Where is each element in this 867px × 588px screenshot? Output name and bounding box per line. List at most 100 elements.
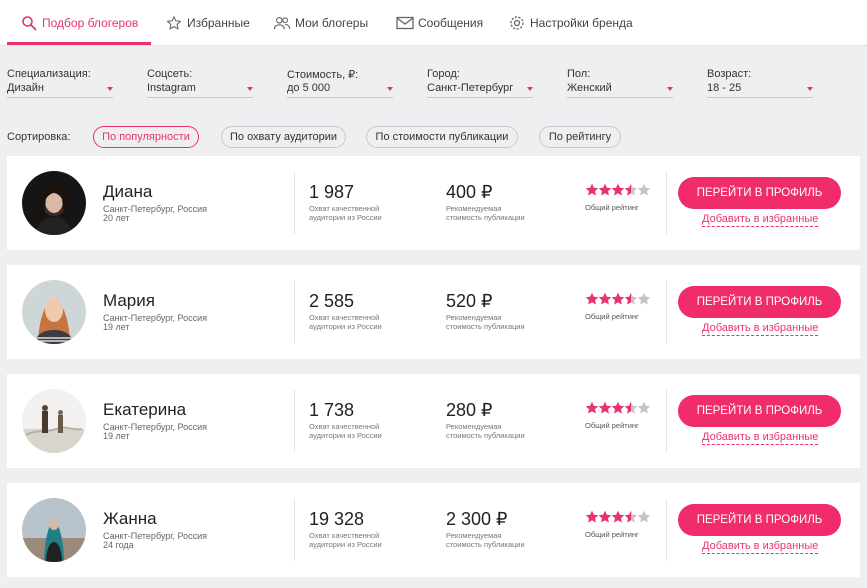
select-value: Санкт-Петербург — [427, 82, 514, 94]
go-to-profile-button[interactable]: ПЕРЕЙТИ В ПРОФИЛЬ — [678, 177, 841, 209]
specialization-select[interactable]: Дизайн — [7, 82, 113, 98]
top-navigation: Подбор блогеров Избранные Мои блогеры Со… — [0, 0, 867, 46]
chevron-down-icon — [247, 87, 253, 91]
rating-caption: Общий рейтинг — [585, 421, 639, 430]
tab-blogger-search[interactable]: Подбор блогеров — [20, 0, 138, 46]
avatar[interactable] — [22, 498, 86, 562]
divider — [294, 499, 295, 561]
audience-value: 1 987 — [309, 182, 355, 202]
filter-age: Возраст: 18 - 25 — [707, 68, 813, 98]
star-icon — [624, 510, 638, 523]
go-to-profile-button[interactable]: ПЕРЕЙТИ В ПРОФИЛЬ — [678, 504, 841, 536]
tab-label: Сообщения — [418, 16, 484, 30]
blogger-name: Диана — [103, 182, 153, 201]
price-value: 520 ₽ — [446, 291, 493, 311]
stars-graphic — [585, 183, 651, 196]
star-icon — [637, 292, 651, 305]
tab-label: Избранные — [187, 16, 250, 30]
star-icon — [624, 401, 638, 414]
star-icon — [585, 183, 599, 196]
city-select[interactable]: Санкт-Петербург — [427, 82, 533, 98]
filter-label: Специализация: — [7, 68, 91, 80]
tab-label: Настройки бренда — [530, 16, 633, 30]
sort-by-rating[interactable]: По рейтингу — [539, 126, 621, 148]
price-value: 280 ₽ — [446, 400, 493, 420]
rating-stars — [585, 510, 657, 524]
filter-label: Возраст: — [707, 68, 752, 80]
star-icon — [165, 14, 183, 32]
tab-favorites[interactable]: Избранные — [165, 0, 250, 46]
divider — [666, 281, 667, 343]
star-icon — [585, 510, 599, 523]
tab-my-bloggers[interactable]: Мои блогеры — [273, 0, 368, 46]
add-to-favorites-link[interactable]: Добавить в избранные — [702, 540, 819, 554]
blogger-age: 24 года — [103, 540, 134, 550]
divider — [294, 281, 295, 343]
filter-city: Город: Санкт-Петербург — [427, 68, 533, 98]
sort-label: Сортировка: — [7, 131, 71, 143]
star-icon — [585, 401, 599, 414]
blogger-card: Мария Санкт-Петербург, Россия 19 лет 2 5… — [7, 265, 860, 359]
price-caption: Рекомендуемая стоимость публикации — [446, 422, 525, 440]
blogger-city: Санкт-Петербург, Россия — [103, 313, 208, 323]
chevron-down-icon — [527, 87, 533, 91]
rating-caption: Общий рейтинг — [585, 203, 639, 212]
gear-icon — [508, 14, 526, 32]
sort-by-post-cost[interactable]: По стоимости публикации — [366, 126, 518, 148]
audience-caption: Охват качественной аудитории из России — [309, 204, 382, 222]
blogger-city: Санкт-Петербург, Россия — [103, 531, 208, 541]
rating-caption: Общий рейтинг — [585, 530, 639, 539]
add-to-favorites-link[interactable]: Добавить в избранные — [702, 431, 819, 445]
go-to-profile-button[interactable]: ПЕРЕЙТИ В ПРОФИЛЬ — [678, 395, 841, 427]
social-network-select[interactable]: Instagram — [147, 82, 253, 98]
select-value: Женский — [567, 82, 612, 94]
star-icon — [637, 183, 651, 196]
divider — [294, 172, 295, 234]
star-icon — [598, 183, 612, 196]
filter-gender: Пол: Женский — [567, 68, 673, 98]
add-to-favorites-link[interactable]: Добавить в избранные — [702, 213, 819, 227]
audience-caption: Охват качественной аудитории из России — [309, 422, 382, 440]
rating-stars — [585, 183, 657, 197]
tab-brand-settings[interactable]: Настройки бренда — [508, 0, 633, 46]
gender-select[interactable]: Женский — [567, 82, 673, 98]
filter-cost: Стоимость, ₽: до 5 000 — [287, 68, 393, 98]
chevron-down-icon — [807, 87, 813, 91]
avatar[interactable] — [22, 280, 86, 344]
go-to-profile-button[interactable]: ПЕРЕЙТИ В ПРОФИЛЬ — [678, 286, 841, 318]
stars-graphic — [585, 510, 651, 523]
blogger-city: Санкт-Петербург, Россия — [103, 204, 208, 214]
blogger-card: Диана Санкт-Петербург, Россия 20 лет 1 9… — [7, 156, 860, 250]
star-icon — [598, 401, 612, 414]
tab-messages[interactable]: Сообщения — [396, 0, 483, 46]
filter-label: Стоимость, ₽: — [287, 69, 359, 81]
add-to-favorites-link[interactable]: Добавить в избранные — [702, 322, 819, 336]
select-value: до 5 000 — [287, 82, 331, 94]
divider — [666, 499, 667, 561]
search-icon — [20, 14, 38, 32]
avatar[interactable] — [22, 171, 86, 235]
chevron-down-icon — [667, 87, 673, 91]
star-icon — [637, 510, 651, 523]
price-caption: Рекомендуемая стоимость публикации — [446, 313, 525, 331]
star-icon — [624, 292, 638, 305]
divider — [666, 172, 667, 234]
sort-by-popularity[interactable]: По популярности — [93, 126, 199, 148]
blogger-age: 20 лет — [103, 213, 130, 223]
stars-graphic — [585, 401, 651, 414]
avatar[interactable] — [22, 389, 86, 453]
star-icon — [611, 510, 625, 523]
cost-select[interactable]: до 5 000 — [287, 82, 393, 98]
sort-by-audience-reach[interactable]: По охвату аудитории — [221, 126, 346, 148]
blogger-age: 19 лет — [103, 322, 130, 332]
select-value: 18 - 25 — [707, 82, 742, 94]
star-icon — [611, 401, 625, 414]
chevron-down-icon — [107, 87, 113, 91]
stars-graphic — [585, 292, 651, 305]
age-select[interactable]: 18 - 25 — [707, 82, 813, 98]
blogger-age: 19 лет — [103, 431, 130, 441]
blogger-card: Екатерина Санкт-Петербург, Россия 19 лет… — [7, 374, 860, 468]
audience-caption: Охват качественной аудитории из России — [309, 531, 382, 549]
audience-value: 2 585 — [309, 291, 355, 311]
blogger-city: Санкт-Петербург, Россия — [103, 422, 208, 432]
